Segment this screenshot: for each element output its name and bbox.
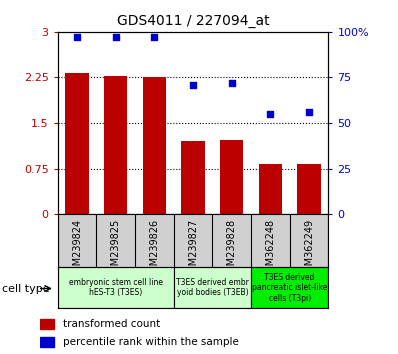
Bar (251, 267, 328, 308)
Text: GSM362249: GSM362249 (304, 218, 314, 278)
Point (74, 34, 80, 40)
Title: GDS4011 / 227094_at: GDS4011 / 227094_at (117, 14, 269, 28)
Text: T3ES derived embr
yoid bodies (T3EB): T3ES derived embr yoid bodies (T3EB) (176, 278, 249, 297)
Text: T3ES derived
pancreatic islet-like
cells (T3pi): T3ES derived pancreatic islet-like cells… (252, 273, 328, 303)
Bar (104, 76, 127, 214)
Text: GSM239828: GSM239828 (227, 218, 237, 278)
Text: percentile rank within the sample: percentile rank within the sample (62, 337, 238, 347)
Bar (181, 141, 205, 214)
Text: embryonic stem cell line
hES-T3 (T3ES): embryonic stem cell line hES-T3 (T3ES) (69, 278, 163, 297)
Bar (174, 267, 251, 308)
Text: transformed count: transformed count (62, 319, 160, 329)
Text: GSM239826: GSM239826 (149, 218, 159, 278)
Bar (40, 337, 54, 347)
Point (190, 82, 196, 87)
Text: GSM239824: GSM239824 (72, 218, 82, 278)
Bar (58, 267, 174, 308)
Point (267, 111, 273, 117)
Text: cell type: cell type (2, 284, 50, 293)
Bar (143, 78, 166, 214)
Point (113, 34, 119, 40)
Bar (259, 164, 282, 214)
Point (306, 109, 312, 115)
Text: GSM362248: GSM362248 (265, 218, 275, 278)
Bar (40, 319, 54, 329)
Bar (297, 164, 321, 214)
Bar (65, 73, 89, 214)
Bar (220, 140, 243, 214)
Point (151, 34, 158, 40)
Point (228, 80, 235, 86)
Text: GSM239827: GSM239827 (188, 218, 198, 278)
Text: GSM239825: GSM239825 (111, 218, 121, 278)
